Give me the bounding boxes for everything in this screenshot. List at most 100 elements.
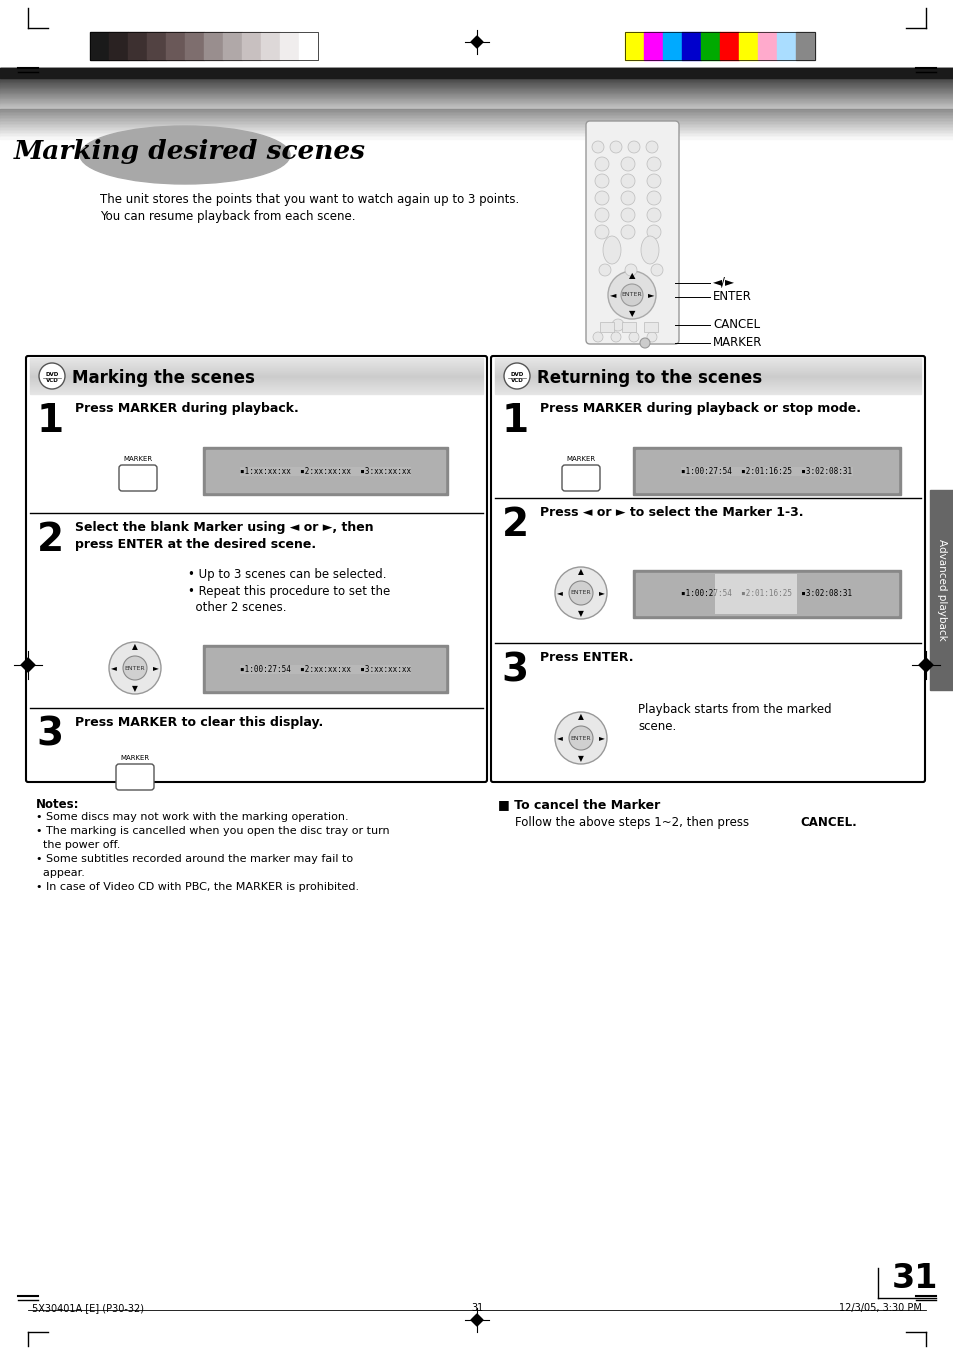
Text: DVD: DVD xyxy=(46,373,58,377)
Bar xyxy=(0,118,953,119)
Text: Marking the scenes: Marking the scenes xyxy=(71,369,254,386)
Bar xyxy=(0,84,953,85)
Text: 1: 1 xyxy=(36,403,64,440)
Text: ►: ► xyxy=(598,589,604,597)
Bar xyxy=(714,574,796,613)
Text: ▼: ▼ xyxy=(132,685,138,693)
Bar xyxy=(0,82,953,84)
Bar xyxy=(0,119,953,120)
Ellipse shape xyxy=(80,126,290,184)
Bar xyxy=(0,73,953,74)
Text: ▪1:00:27:54  ▪2:xx:xx:xx  ▪3:xx:xx:xx: ▪1:00:27:54 ▪2:xx:xx:xx ▪3:xx:xx:xx xyxy=(240,665,411,674)
Bar xyxy=(0,86,953,88)
Bar xyxy=(0,108,953,109)
Bar xyxy=(298,32,317,59)
Circle shape xyxy=(592,141,603,153)
Bar xyxy=(261,32,280,59)
Bar xyxy=(0,120,953,122)
Bar xyxy=(90,32,109,59)
Bar xyxy=(0,72,953,73)
Text: ►: ► xyxy=(598,734,604,743)
Bar xyxy=(0,101,953,104)
Text: ▲: ▲ xyxy=(132,643,138,651)
Text: You can resume playback from each scene.: You can resume playback from each scene. xyxy=(100,209,355,223)
FancyBboxPatch shape xyxy=(491,357,924,782)
Text: ◄: ◄ xyxy=(557,589,562,597)
Bar xyxy=(700,32,720,59)
Text: CANCEL: CANCEL xyxy=(712,317,760,331)
Circle shape xyxy=(595,190,608,205)
Circle shape xyxy=(646,332,657,342)
Circle shape xyxy=(503,363,530,389)
Bar xyxy=(166,32,185,59)
Bar xyxy=(599,322,614,332)
Bar xyxy=(0,91,953,93)
Text: ▪1:xx:xx:xx  ▪2:xx:xx:xx  ▪3:xx:xx:xx: ▪1:xx:xx:xx ▪2:xx:xx:xx ▪3:xx:xx:xx xyxy=(240,466,411,476)
Bar xyxy=(223,32,242,59)
Bar xyxy=(0,134,953,135)
Text: ▲: ▲ xyxy=(578,712,583,721)
Circle shape xyxy=(620,226,635,239)
Text: ENTER: ENTER xyxy=(570,590,591,596)
Bar xyxy=(0,76,953,78)
Bar xyxy=(795,32,814,59)
Text: press ENTER at the desired scene.: press ENTER at the desired scene. xyxy=(75,538,315,551)
Bar xyxy=(720,32,739,59)
Bar xyxy=(636,573,897,615)
Text: ENTER: ENTER xyxy=(125,666,145,670)
Bar xyxy=(758,32,776,59)
Bar xyxy=(0,105,953,107)
Bar xyxy=(0,127,953,128)
Bar xyxy=(643,322,658,332)
Text: 31: 31 xyxy=(471,1302,482,1313)
Text: Advanced playback: Advanced playback xyxy=(936,539,946,640)
Bar xyxy=(0,100,953,101)
Circle shape xyxy=(645,141,658,153)
Bar xyxy=(0,70,953,73)
Circle shape xyxy=(609,141,621,153)
Bar xyxy=(621,322,636,332)
Circle shape xyxy=(610,332,620,342)
Circle shape xyxy=(555,567,606,619)
Circle shape xyxy=(639,338,649,349)
Bar xyxy=(929,490,953,690)
Bar xyxy=(0,82,953,85)
Bar xyxy=(681,32,700,59)
Bar xyxy=(0,69,953,72)
Bar xyxy=(109,32,128,59)
Bar xyxy=(90,32,317,59)
Text: MARKER: MARKER xyxy=(120,755,150,761)
Bar xyxy=(0,86,953,89)
Text: Notes:: Notes: xyxy=(36,798,79,811)
Text: ENTER: ENTER xyxy=(570,735,591,740)
Text: Press ◄ or ► to select the Marker 1-3.: Press ◄ or ► to select the Marker 1-3. xyxy=(539,507,802,519)
Text: MARKER: MARKER xyxy=(566,457,595,462)
Circle shape xyxy=(646,226,660,239)
Bar xyxy=(203,644,448,693)
Bar xyxy=(0,84,953,86)
Bar xyxy=(0,78,953,80)
Bar xyxy=(0,116,953,118)
Text: ▲: ▲ xyxy=(578,567,583,577)
Bar xyxy=(0,108,953,109)
Text: ◄/►: ◄/► xyxy=(712,276,734,289)
Bar xyxy=(0,97,953,99)
Bar xyxy=(0,80,953,81)
Bar xyxy=(0,73,953,76)
FancyBboxPatch shape xyxy=(585,122,679,345)
Text: VCD: VCD xyxy=(510,378,523,384)
Text: MARKER: MARKER xyxy=(123,457,152,462)
Bar xyxy=(0,96,953,97)
Text: 3: 3 xyxy=(501,651,528,689)
Text: ■ To cancel the Marker: ■ To cancel the Marker xyxy=(497,798,659,811)
Text: ◄: ◄ xyxy=(557,734,562,743)
Bar xyxy=(0,99,953,100)
Bar xyxy=(636,450,897,492)
Text: • Up to 3 scenes can be selected.: • Up to 3 scenes can be selected. xyxy=(188,567,386,581)
Circle shape xyxy=(646,174,660,188)
Bar xyxy=(204,32,223,59)
Bar xyxy=(0,108,953,111)
Text: Returning to the scenes: Returning to the scenes xyxy=(537,369,761,386)
Bar xyxy=(0,69,953,70)
Bar xyxy=(0,81,953,82)
